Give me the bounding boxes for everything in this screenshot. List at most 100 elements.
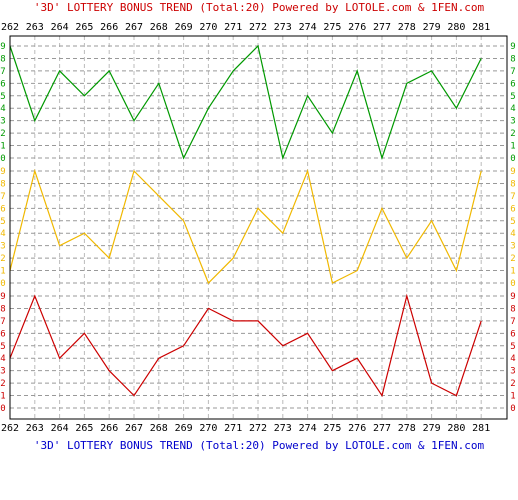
x-tick-label-top: 270 — [199, 22, 217, 33]
x-tick-label-top: 280 — [447, 22, 465, 33]
y-tick-label-right: 1 — [510, 392, 515, 402]
y-tick-label-right: 2 — [510, 254, 515, 264]
y-tick-label-left: 9 — [0, 292, 5, 302]
y-tick-label-left: 7 — [0, 317, 5, 327]
x-tick-label-top: 263 — [26, 22, 44, 33]
y-tick-label-left: 7 — [0, 192, 5, 202]
y-tick-label-left: 2 — [0, 379, 5, 389]
x-tick-label-bottom: 273 — [274, 423, 292, 434]
y-tick-label-right: 1 — [510, 267, 515, 277]
y-tick-label-left: 2 — [0, 129, 5, 139]
y-tick-label-right: 4 — [510, 229, 515, 239]
x-axis-bottom: 262 263 264 265 266 267 268 269 270 271 272 273 274 2… — [1, 423, 490, 434]
y-tick-label-right: 7 — [510, 192, 515, 202]
y-tick-label-right: 4 — [510, 104, 515, 114]
y-tick-label-left: 6 — [0, 204, 5, 214]
y-tick-label-left: 1 — [0, 392, 5, 402]
x-tick-label-top: 269 — [175, 22, 193, 33]
y-tick-label-right: 9 — [510, 42, 515, 52]
y-tick-label-left: 9 — [0, 42, 5, 52]
y-tick-label-left: 4 — [0, 229, 5, 239]
x-tick-label-top: 265 — [75, 22, 93, 33]
x-tick-label-top: 278 — [398, 22, 416, 33]
x-tick-label-top: 281 — [472, 22, 490, 33]
y-tick-label-left: 1 — [0, 142, 5, 152]
x-tick-label-top: 276 — [348, 22, 366, 33]
x-tick-label-bottom: 266 — [100, 423, 118, 434]
y-tick-label-right: 7 — [510, 317, 515, 327]
y-tick-label-right: 6 — [510, 204, 515, 214]
x-tick-label-top: 267 — [125, 22, 143, 33]
y-tick-label-left: 4 — [0, 104, 5, 114]
y-tick-label-right: 5 — [510, 92, 515, 102]
y-tick-label-right: 2 — [510, 379, 515, 389]
x-axis-top: 262 263 264 265 266 267 268 269 270 271 272 273 274 2… — [1, 22, 490, 33]
x-tick-label-top: 272 — [249, 22, 267, 33]
y-tick-label-left: 3 — [0, 367, 5, 377]
y-tick-label-left: 0 — [0, 404, 5, 414]
y-tick-label-right: 1 — [510, 142, 515, 152]
y-axis-ticks: 0 0 1 1 2 2 3 3 4 4 5 5 6 6 7 7 8 8 9 9 0 0 1 1 2 2 3 3 4 4 5 5 6 6 7 7 8 8 9 9… — [0, 42, 515, 414]
y-tick-label-right: 5 — [510, 217, 515, 227]
x-tick-label-top: 271 — [224, 22, 242, 33]
x-tick-label-bottom: 278 — [398, 423, 416, 434]
y-tick-label-left: 5 — [0, 217, 5, 227]
x-tick-label-bottom: 262 — [1, 423, 19, 434]
x-tick-label-top: 277 — [373, 22, 391, 33]
y-tick-label-left: 4 — [0, 354, 5, 364]
x-tick-label-bottom: 280 — [447, 423, 465, 434]
x-tick-label-top: 262 — [1, 22, 19, 33]
y-tick-label-right: 3 — [510, 242, 515, 252]
x-tick-label-bottom: 264 — [51, 423, 69, 434]
y-tick-label-left: 5 — [0, 342, 5, 352]
y-tick-label-left: 9 — [0, 167, 5, 177]
series-lines — [9, 44, 482, 398]
y-tick-label-left: 2 — [0, 254, 5, 264]
y-tick-label-right: 9 — [510, 167, 515, 177]
x-tick-label-top: 275 — [323, 22, 341, 33]
plot-frame — [9, 35, 508, 420]
x-tick-label-bottom: 279 — [423, 423, 441, 434]
y-tick-label-right: 2 — [510, 129, 515, 139]
x-tick-label-bottom: 265 — [75, 423, 93, 434]
x-tick-label-top: 268 — [150, 22, 168, 33]
x-tick-label-bottom: 281 — [472, 423, 490, 434]
y-tick-label-right: 3 — [510, 367, 515, 377]
x-tick-label-bottom: 268 — [150, 423, 168, 434]
y-tick-label-right: 8 — [510, 179, 515, 189]
y-tick-label-left: 8 — [0, 179, 5, 189]
y-tick-label-left: 1 — [0, 267, 5, 277]
y-tick-label-left: 0 — [0, 279, 5, 289]
chart-title-bottom: '3D' LOTTERY BONUS TREND (Total:20) Powe… — [34, 439, 485, 452]
x-tick-label-bottom: 277 — [373, 423, 391, 434]
y-tick-label-right: 8 — [510, 54, 515, 64]
y-tick-label-right: 4 — [510, 354, 515, 364]
y-tick-label-right: 0 — [510, 279, 515, 289]
y-tick-label-left: 6 — [0, 329, 5, 339]
series-line-3 — [9, 293, 482, 398]
y-tick-label-left: 3 — [0, 117, 5, 127]
y-tick-label-right: 3 — [510, 117, 515, 127]
x-tick-label-bottom: 272 — [249, 423, 267, 434]
y-tick-label-left: 3 — [0, 242, 5, 252]
y-tick-label-left: 5 — [0, 92, 5, 102]
x-tick-label-top: 273 — [274, 22, 292, 33]
y-tick-label-right: 0 — [510, 154, 515, 164]
chart-grid — [9, 36, 507, 419]
x-tick-label-bottom: 276 — [348, 423, 366, 434]
x-tick-label-bottom: 275 — [323, 423, 341, 434]
y-tick-label-left: 6 — [0, 79, 5, 89]
x-tick-label-top: 264 — [51, 22, 69, 33]
y-tick-label-right: 6 — [510, 329, 515, 339]
x-tick-label-bottom: 267 — [125, 423, 143, 434]
y-tick-label-right: 8 — [510, 304, 515, 314]
x-tick-label-bottom: 270 — [199, 423, 217, 434]
y-tick-label-left: 0 — [0, 154, 5, 164]
chart-title-top: '3D' LOTTERY BONUS TREND (Total:20) Powe… — [34, 1, 485, 14]
x-tick-label-bottom: 274 — [299, 423, 317, 434]
x-tick-label-top: 279 — [423, 22, 441, 33]
series-line-1 — [9, 44, 482, 161]
x-tick-label-top: 274 — [299, 22, 317, 33]
y-tick-label-right: 6 — [510, 79, 515, 89]
